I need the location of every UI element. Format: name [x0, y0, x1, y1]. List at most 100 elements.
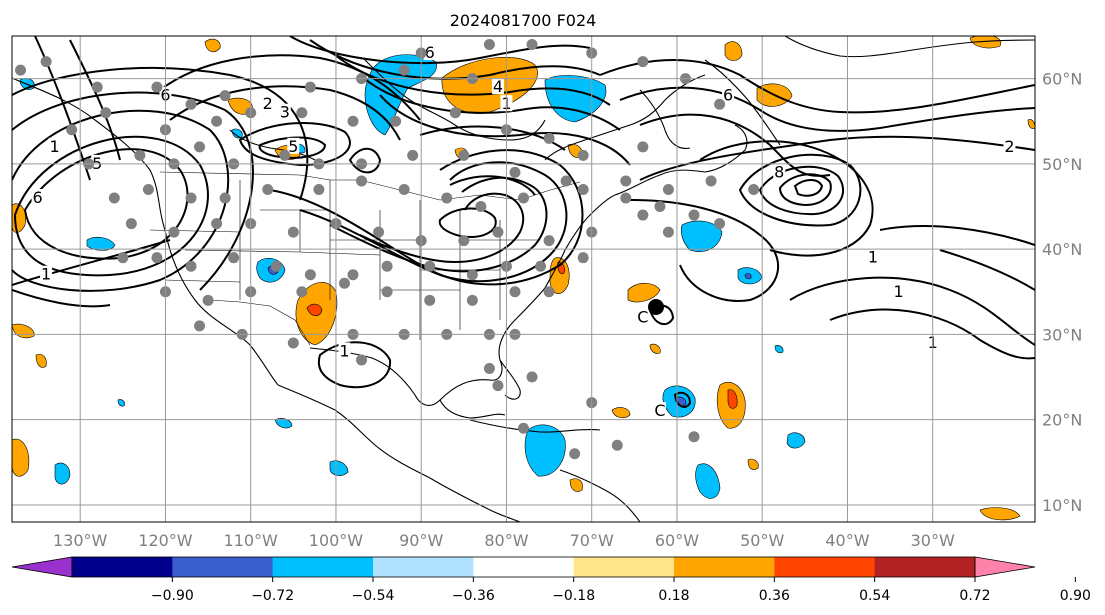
- longitude-label: 70°W: [570, 531, 614, 550]
- colorbar-tick-label: −0.36: [452, 588, 495, 604]
- contour-label-bg: [773, 163, 786, 180]
- station-dot: [662, 183, 674, 195]
- latitude-label: 30°N: [1042, 325, 1082, 344]
- colorbar-segment: [473, 557, 575, 577]
- colorbar: [11, 556, 1036, 578]
- contour-label: 1: [41, 265, 51, 284]
- station-dot: [475, 201, 487, 213]
- longitude-label: 130°W: [53, 531, 108, 550]
- positive-anomaly-region: [12, 438, 30, 477]
- latitude-label: 40°N: [1042, 240, 1082, 259]
- latitude-label: 10°N: [1042, 496, 1082, 515]
- longitude-label: 100°W: [309, 531, 364, 550]
- station-dot: [262, 183, 274, 195]
- contour-label: 1: [339, 341, 349, 360]
- colorbar-segment: [272, 557, 374, 577]
- station-dot: [637, 141, 649, 153]
- contour-label-bg: [423, 44, 436, 61]
- latitude-labels: 10°N 20°N 30°N 40°N 50°N 60°N: [1042, 70, 1082, 515]
- station-dot: [91, 81, 103, 93]
- longitude-label: 50°W: [740, 531, 784, 550]
- positive-anomaly-region: [627, 282, 661, 303]
- station-dot: [100, 107, 112, 119]
- station-dot: [458, 149, 470, 161]
- contour-label-bg: [722, 86, 735, 103]
- negative-anomaly-region: [786, 432, 806, 449]
- contour-label: 3: [280, 103, 290, 122]
- contour-label-bg: [1003, 137, 1016, 154]
- station-dot: [390, 115, 402, 127]
- station-dot: [168, 226, 180, 238]
- station-dot: [270, 260, 282, 272]
- contour-label: 6: [425, 43, 435, 62]
- station-dot: [194, 141, 206, 153]
- station-dot: [279, 149, 291, 161]
- longitude-labels: 130°W 120°W 110°W 100°W 90°W 80°W 70°W 60°W 50°W…: [53, 531, 955, 550]
- station-dot: [151, 252, 163, 264]
- station-dot: [535, 260, 547, 272]
- contour-label-bg: [867, 248, 880, 265]
- negative-anomaly-region: [329, 460, 349, 476]
- colorbar-tick-label: 0.90: [1060, 588, 1091, 604]
- contour-label: 4: [493, 77, 503, 96]
- station-dot: [620, 192, 632, 204]
- station-dot: [483, 39, 495, 51]
- station-dot: [577, 252, 589, 264]
- colorbar-segment: [674, 557, 775, 577]
- contour-label-bg: [91, 154, 104, 171]
- station-dot: [705, 175, 717, 187]
- station-dot: [287, 226, 299, 238]
- colorbar-tick-label: −0.72: [251, 588, 294, 604]
- station-dot: [748, 183, 760, 195]
- station-dot: [492, 380, 504, 392]
- station-dot: [611, 439, 623, 451]
- contour-label: 2: [1004, 137, 1014, 156]
- contour-label-bg: [491, 78, 504, 95]
- station-dot: [381, 260, 393, 272]
- contour-label: 1: [50, 137, 60, 156]
- station-dot: [662, 226, 674, 238]
- station-dot: [518, 192, 529, 204]
- station-dot: [125, 218, 137, 230]
- positive-anomaly-region: [649, 343, 661, 354]
- contour-label-bg: [40, 265, 53, 282]
- positive-anomaly-region: [569, 478, 583, 492]
- station-dot: [483, 363, 495, 375]
- longitude-label: 110°W: [224, 531, 279, 550]
- negative-anomaly-region: [774, 345, 784, 354]
- contour-label-bg: [278, 103, 291, 120]
- positive-anomaly-region: [1027, 119, 1035, 129]
- colorbar-tick-label: 0.72: [959, 588, 990, 604]
- station-dot: [560, 175, 572, 187]
- station-dot: [304, 81, 316, 93]
- station-dot: [185, 260, 197, 272]
- station-dot: [424, 294, 436, 306]
- positive-anomaly-region: [969, 36, 1002, 49]
- station-dot: [569, 448, 581, 460]
- station-dot: [151, 81, 163, 93]
- station-dot: [509, 286, 521, 298]
- contour-label-bg: [892, 282, 905, 299]
- contour-label: 1: [894, 282, 904, 301]
- contour-label: 5: [288, 137, 298, 156]
- longitude-label: 30°W: [911, 531, 955, 550]
- colorbar-segment: [72, 557, 173, 577]
- longitude-label: 90°W: [399, 531, 443, 550]
- station-dot: [577, 183, 589, 195]
- station-dot: [654, 201, 666, 213]
- colorbar-frame: [71, 556, 976, 578]
- colorbar-tick-label: 0.18: [658, 588, 689, 604]
- colorbar-tick-label: 0.54: [859, 588, 890, 604]
- colorbar-extend-high: [974, 556, 1036, 578]
- station-dot: [313, 183, 325, 195]
- positive-anomaly-region: [979, 507, 1021, 521]
- station-dot: [373, 226, 385, 238]
- highlight-marker: [648, 299, 664, 315]
- contour-label: 1: [868, 248, 878, 267]
- contour-label: 6: [32, 188, 42, 207]
- contour-label-bg: [636, 308, 649, 325]
- station-dot: [287, 337, 299, 349]
- station-dot: [577, 149, 589, 161]
- colorbar-tick-label: −0.90: [151, 588, 194, 604]
